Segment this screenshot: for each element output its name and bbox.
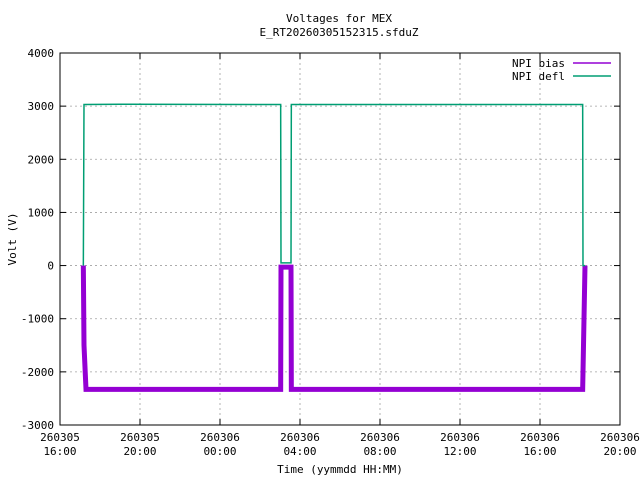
x-tick-label: 260305 20:00	[120, 431, 160, 458]
legend-label: NPI defl	[512, 70, 565, 83]
series-line	[80, 264, 588, 392]
y-tick-label: -3000	[21, 419, 54, 432]
x-tick-label: 260306 00:00	[200, 431, 240, 458]
series-line	[82, 103, 585, 267]
chart-subtitle: E_RT20260305152315.sfduZ	[260, 26, 419, 39]
y-tick-label: 4000	[28, 47, 55, 60]
x-tick-label: 260306 08:00	[360, 431, 400, 458]
y-axis-label: Volt (V)	[6, 213, 19, 266]
x-tick-label: 260306 16:00	[520, 431, 560, 458]
x-tick-label: 260306 04:00	[280, 431, 320, 458]
chart-title: Voltages for MEX	[286, 12, 392, 25]
y-tick-label: -2000	[21, 366, 54, 379]
x-tick-label: 260305 16:00	[40, 431, 80, 458]
x-tick-label: 260306 12:00	[440, 431, 480, 458]
x-tick-label: 260306 20:00	[600, 431, 640, 458]
legend-label: NPI bias	[512, 57, 565, 70]
y-tick-label: 0	[47, 260, 54, 273]
y-tick-label: 2000	[28, 153, 55, 166]
y-tick-label: -1000	[21, 313, 54, 326]
x-axis-label: Time (yymmdd HH:MM)	[277, 463, 403, 476]
y-tick-label: 3000	[28, 100, 55, 113]
plot-frame	[59, 52, 621, 426]
y-tick-label: 1000	[28, 206, 55, 219]
